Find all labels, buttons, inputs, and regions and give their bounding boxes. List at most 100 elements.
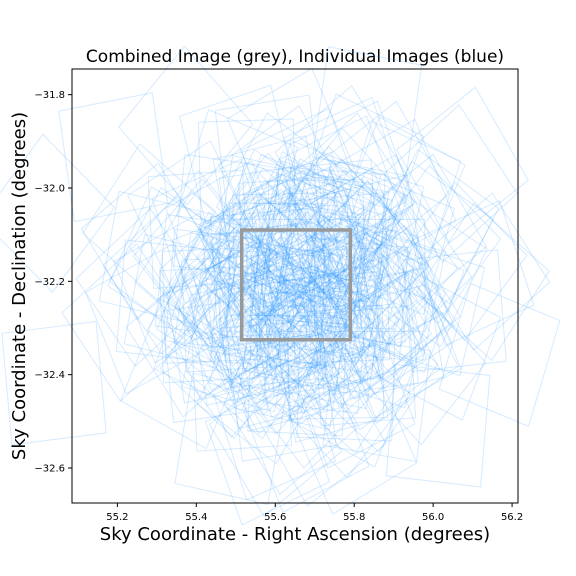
individual-image-footprint: [251, 245, 363, 377]
y-tick-label: −31.8: [34, 90, 65, 101]
individual-image-footprint: [438, 282, 561, 427]
individual-image-footprint: [215, 112, 348, 269]
individual-image-footprint: [263, 265, 381, 405]
x-tick-label: 55.8: [343, 512, 365, 523]
individual-image-footprint: [252, 160, 373, 302]
individual-image-footprint: [179, 84, 298, 225]
individual-image-footprint: [187, 251, 318, 406]
individual-image-footprint: [202, 152, 338, 313]
individual-image-footprint: [308, 159, 425, 297]
individual-image-footprint: [310, 153, 439, 305]
individual-image-footprint: [208, 359, 343, 517]
individual-image-footprint: [307, 215, 419, 348]
individual-image-footprint: [175, 109, 299, 254]
individual-image-footprint: [327, 224, 461, 383]
individual-image-footprint: [392, 181, 528, 341]
individual-image-footprint: [165, 226, 301, 387]
individual-image-footprint: [218, 162, 327, 290]
individual-image-footprint: [279, 176, 394, 311]
individual-image-footprint: [193, 221, 329, 382]
individual-image-footprint: [288, 317, 416, 468]
individual-image-footprint: [288, 192, 392, 314]
individual-image-footprint: [299, 93, 425, 241]
individual-image-footprint: [214, 94, 323, 222]
individual-image-footprint: [249, 202, 349, 319]
individual-image-footprint: [238, 272, 362, 418]
individual-image-footprint: [307, 250, 427, 392]
individual-image-footprint: [351, 285, 487, 446]
individual-image-footprint: [328, 118, 457, 270]
individual-image-footprint: [254, 228, 364, 358]
individual-image-footprint: [277, 247, 385, 374]
individual-image-footprint: [161, 246, 261, 364]
individual-image-footprint: [255, 197, 390, 357]
individual-image-footprint: [207, 278, 340, 435]
individual-image-footprint: [264, 191, 400, 351]
individual-image-footprint: [173, 154, 280, 280]
individual-image-footprint: [210, 208, 313, 329]
individual-image-footprint: [265, 145, 401, 306]
individual-image-footprint: [58, 92, 169, 223]
individual-image-footprint: [250, 251, 385, 411]
individual-image-footprint: [383, 104, 518, 263]
individual-image-footprint: [255, 216, 363, 344]
individual-image-footprint: [214, 154, 327, 288]
combined-image-footprint: [239, 228, 353, 342]
individual-image-footprint: [367, 148, 500, 305]
individual-image-footprint: [333, 171, 455, 316]
individual-image-footprint: [218, 105, 351, 261]
individual-image-footprint: [123, 233, 238, 369]
individual-image-footprint: [281, 112, 416, 271]
individual-image-footprint: [132, 178, 268, 339]
individual-image-footprint: [195, 308, 328, 465]
individual-image-footprint: [366, 164, 502, 325]
individual-image-footprint: [174, 372, 287, 506]
individual-image-footprint: [262, 290, 368, 414]
individual-image-footprint: [171, 241, 299, 392]
individual-image-footprint: [208, 274, 327, 414]
individual-image-footprint: [210, 188, 346, 349]
individual-image-footprint: [179, 231, 315, 392]
individual-image-footprint: [221, 236, 334, 369]
individual-image-footprint: [80, 162, 215, 321]
individual-image-footprint: [159, 280, 295, 440]
individual-image-footprint: [225, 196, 361, 357]
individual-image-footprint: [198, 173, 329, 327]
individual-image-footprint: [296, 324, 396, 442]
individual-image-footprint: [228, 333, 337, 462]
individual-image-footprint: [229, 296, 343, 432]
individual-image-footprint: [118, 45, 254, 206]
individual-image-footprint: [289, 320, 416, 469]
individual-image-footprint: [205, 256, 340, 416]
individual-image-footprint: [217, 294, 332, 430]
individual-image-footprint: [166, 271, 279, 404]
individual-image-footprint: [194, 242, 320, 390]
individual-image-footprint: [288, 200, 418, 355]
individual-image-footprint: [247, 318, 347, 437]
individual-image-footprint: [278, 172, 390, 304]
individual-image-footprint: [249, 257, 383, 415]
individual-image-footprint: [312, 46, 423, 177]
individual-image-footprint: [251, 201, 360, 330]
individual-image-footprint: [235, 150, 366, 306]
individual-image-footprint: [233, 225, 357, 370]
individual-image-footprint: [191, 332, 293, 452]
x-axis-ticks: 55.2 55.4 55.6 55.8 56.0 56.2: [106, 503, 523, 523]
y-tick-label: −32.6: [34, 464, 65, 475]
individual-image-footprint: [208, 261, 327, 402]
individual-image-footprint: [156, 228, 285, 380]
individual-image-footprint: [239, 309, 375, 469]
individual-image-footprint: [197, 173, 329, 330]
individual-image-footprint: [206, 223, 333, 373]
individual-image-footprint: [183, 220, 315, 376]
individual-image-footprint: [158, 202, 293, 361]
individual-image-footprint: [267, 178, 366, 294]
individual-image-footprint: [269, 216, 387, 356]
individual-image-footprint: [289, 100, 415, 249]
individual-image-footprint: [213, 263, 347, 421]
individual-image-footprint: [198, 191, 334, 351]
individual-image-footprint: [128, 169, 265, 330]
x-tick-label: 55.6: [264, 512, 286, 523]
individual-image-footprint: [166, 277, 302, 438]
